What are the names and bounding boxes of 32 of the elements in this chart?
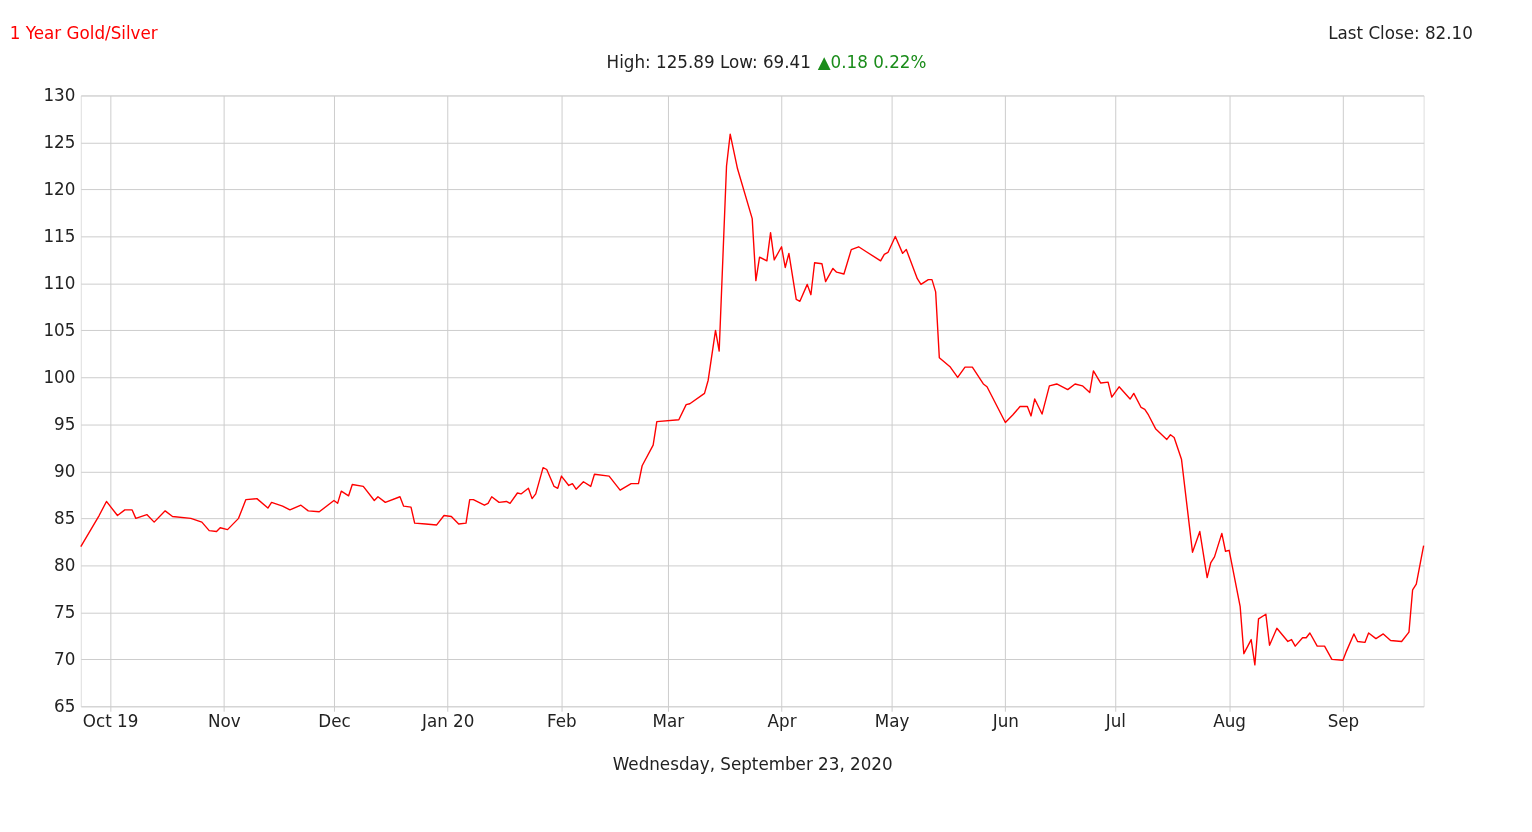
x-tick-label: Dec: [318, 710, 351, 731]
chart-title: 1 Year Gold/Silver: [9, 23, 158, 44]
y-tick-label: 130: [43, 84, 76, 105]
x-tick-label: Mar: [652, 710, 685, 731]
x-tick-label: Apr: [767, 710, 797, 731]
y-tick-label: 75: [54, 601, 76, 622]
x-axis-title: Wednesday, September 23, 2020: [612, 753, 893, 774]
y-tick-label: 85: [54, 507, 76, 528]
y-tick-label: 125: [43, 131, 76, 152]
text: ▲0.18 0.22%: [817, 51, 927, 72]
x-tick-label: Oct 19: [82, 710, 139, 731]
y-tick-label: 70: [54, 648, 76, 669]
y-tick-label: 100: [43, 366, 76, 387]
x-tick-label: Aug: [1213, 710, 1247, 731]
y-tick-label: 120: [43, 178, 76, 199]
x-tick-label: May: [874, 710, 910, 731]
line-series: [80, 133, 1425, 666]
x-tick-label: Jan 20: [420, 710, 475, 731]
y-tick-label: 105: [43, 319, 76, 340]
y-tick-label: 80: [54, 554, 76, 575]
y-tick-label: 115: [43, 225, 76, 246]
text: Last Close: 82.10: [1328, 23, 1473, 44]
y-tick-label: 90: [54, 460, 76, 481]
y-tick-label: 110: [43, 272, 76, 293]
x-tick-label: Sep: [1327, 710, 1360, 731]
chart-subtitle: High: 125.89 Low: 69.41: [606, 51, 811, 72]
x-tick-label: Jun: [991, 710, 1019, 731]
y-tick-label: 95: [54, 413, 76, 434]
y-tick-label: 65: [54, 695, 76, 716]
x-tick-label: Jul: [1104, 710, 1127, 731]
x-tick-label: Nov: [208, 710, 241, 731]
x-tick-label: Feb: [547, 710, 577, 731]
